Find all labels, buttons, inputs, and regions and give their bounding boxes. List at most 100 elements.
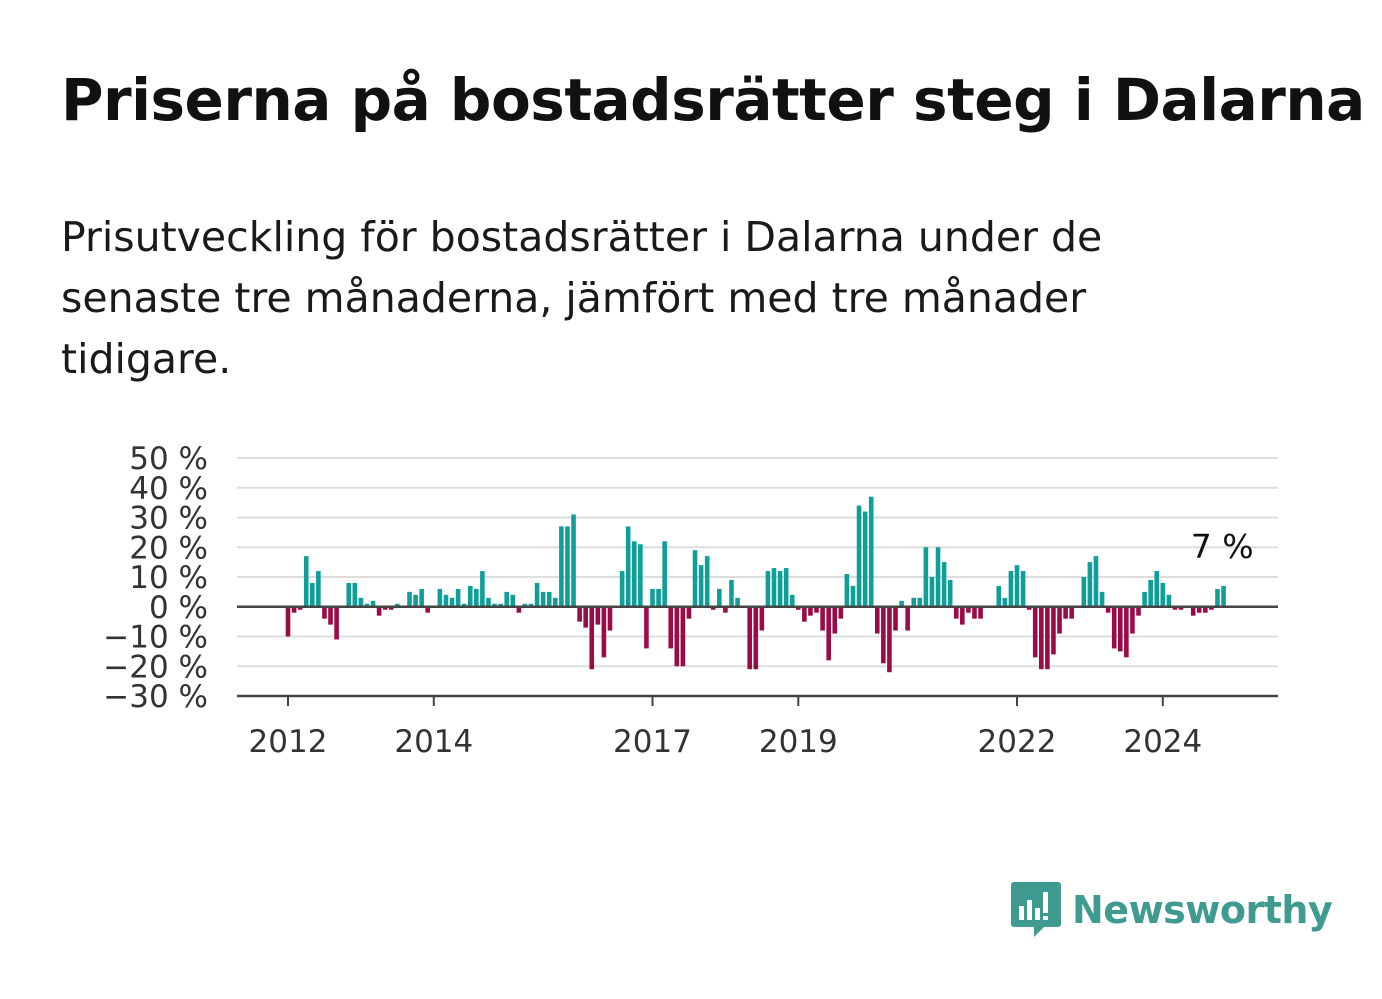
bar bbox=[692, 550, 698, 607]
bar bbox=[1172, 606, 1178, 610]
bar bbox=[1063, 606, 1068, 619]
brand-name: Newsworthy bbox=[1072, 888, 1333, 932]
last-value-label: 7 % bbox=[1191, 527, 1254, 566]
bar bbox=[407, 591, 412, 607]
bar bbox=[625, 526, 631, 607]
bar bbox=[947, 579, 953, 607]
bar bbox=[723, 606, 728, 613]
bar-chart: 50 %40 %30 %20 %10 %0 %−10 %−20 %−30 % 2… bbox=[103, 441, 1278, 760]
y-tick-label: −10 % bbox=[103, 620, 208, 656]
bar bbox=[1105, 606, 1111, 613]
bar bbox=[364, 603, 370, 607]
bar bbox=[474, 588, 479, 607]
bar bbox=[607, 606, 613, 631]
bar bbox=[437, 588, 443, 607]
bar bbox=[382, 606, 388, 610]
y-tick-label: −20 % bbox=[103, 649, 208, 685]
bar bbox=[850, 585, 856, 607]
bar bbox=[370, 600, 376, 607]
bar bbox=[868, 496, 874, 607]
bar bbox=[1209, 606, 1214, 610]
bar bbox=[1130, 606, 1135, 634]
bar bbox=[881, 606, 886, 664]
bar bbox=[862, 511, 868, 607]
bar bbox=[802, 606, 807, 622]
bar bbox=[704, 556, 710, 607]
bar bbox=[929, 577, 935, 607]
bar bbox=[650, 588, 655, 607]
bar bbox=[1190, 606, 1196, 616]
bar bbox=[1039, 606, 1044, 670]
bar bbox=[1142, 591, 1147, 607]
bar bbox=[631, 541, 637, 607]
bar bbox=[844, 574, 850, 607]
bar bbox=[1203, 606, 1208, 613]
bar bbox=[771, 568, 777, 607]
bar bbox=[1032, 606, 1038, 658]
bar bbox=[461, 603, 467, 607]
bar bbox=[717, 588, 722, 607]
bar bbox=[838, 606, 844, 619]
bar bbox=[297, 606, 303, 610]
bar bbox=[710, 606, 716, 610]
x-tick-label: 2012 bbox=[249, 724, 328, 760]
bar bbox=[486, 597, 491, 607]
bar bbox=[449, 597, 455, 607]
y-tick-label: 40 % bbox=[129, 471, 208, 507]
bar bbox=[1087, 562, 1093, 607]
bar bbox=[777, 571, 783, 607]
bar bbox=[814, 606, 819, 613]
bar bbox=[674, 606, 680, 667]
bar bbox=[510, 594, 516, 607]
bar bbox=[1014, 565, 1020, 607]
bar bbox=[595, 606, 601, 625]
bar bbox=[1002, 597, 1008, 607]
bar bbox=[565, 526, 570, 607]
bar bbox=[856, 505, 862, 607]
axes bbox=[237, 605, 1278, 698]
bar bbox=[680, 606, 686, 667]
bar bbox=[419, 588, 424, 607]
bar bbox=[996, 585, 1002, 607]
x-tick-label: 2017 bbox=[613, 724, 692, 760]
bar bbox=[899, 600, 904, 607]
bar bbox=[905, 606, 910, 631]
bar bbox=[534, 582, 540, 607]
bar bbox=[808, 606, 813, 616]
bar bbox=[753, 606, 759, 670]
bar bbox=[619, 571, 625, 607]
bar bbox=[285, 606, 291, 637]
bar bbox=[316, 571, 321, 607]
bar bbox=[917, 597, 923, 607]
bar bbox=[1093, 556, 1099, 607]
y-tick-label: 30 % bbox=[129, 501, 208, 537]
bar bbox=[583, 606, 588, 628]
bar bbox=[1026, 606, 1032, 610]
bars bbox=[285, 496, 1226, 673]
bar bbox=[322, 606, 327, 619]
bar bbox=[1215, 588, 1220, 607]
x-tick-label: 2014 bbox=[394, 724, 473, 760]
bar bbox=[1178, 606, 1184, 610]
bar bbox=[935, 547, 941, 607]
bar bbox=[480, 571, 485, 607]
bar bbox=[443, 594, 449, 607]
bar bbox=[1136, 606, 1141, 616]
bar bbox=[601, 606, 607, 658]
bar bbox=[796, 606, 801, 610]
bar bbox=[1020, 571, 1026, 607]
bar bbox=[540, 591, 546, 607]
bar bbox=[747, 606, 752, 670]
bar bbox=[1111, 606, 1117, 649]
x-axis-ticks: 2012 2014 2017 2019 2022 2024 bbox=[249, 696, 1202, 760]
bar bbox=[310, 582, 315, 607]
bar bbox=[953, 606, 959, 619]
bar bbox=[528, 603, 534, 607]
bar bbox=[559, 526, 564, 607]
y-axis-ticks: 50 %40 %30 %20 %10 %0 %−10 %−20 %−30 % bbox=[103, 441, 208, 715]
bar bbox=[577, 606, 582, 622]
bar bbox=[686, 606, 692, 619]
bar bbox=[789, 594, 795, 607]
bar bbox=[1045, 606, 1050, 670]
bar bbox=[765, 571, 771, 607]
